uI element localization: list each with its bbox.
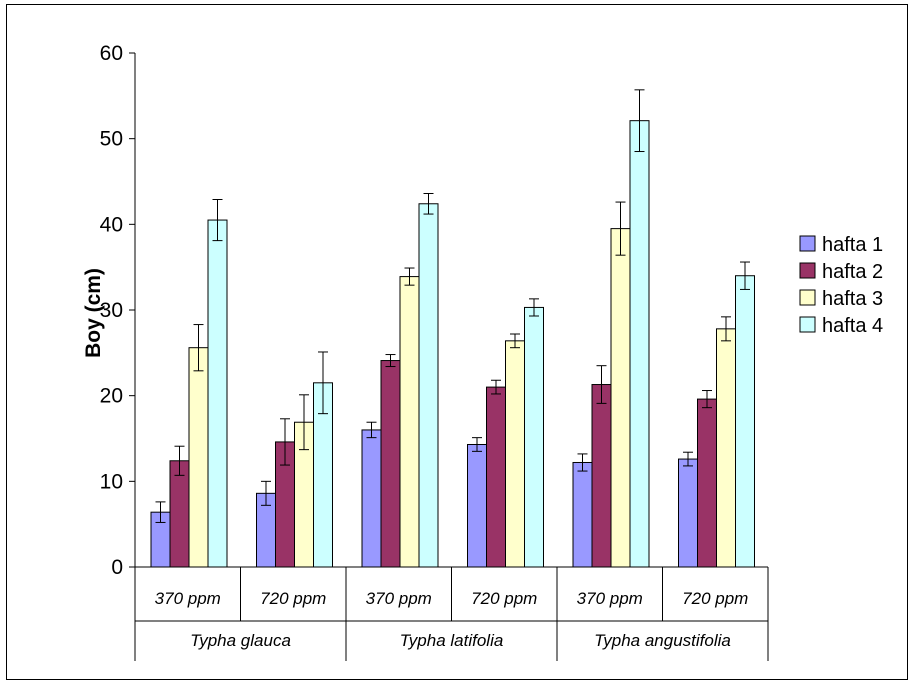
bar-hafta-4 (735, 275, 755, 568)
y-tick-label: 0 (111, 556, 123, 579)
bar-hafta-3 (716, 328, 736, 568)
bar-hafta-1 (361, 429, 382, 568)
y-tick-label: 10 (100, 470, 123, 493)
bar-hafta-2 (169, 460, 190, 568)
bar-hafta-3 (505, 340, 525, 568)
bar-hafta-4 (524, 306, 544, 568)
x-category-label: 720 ppm (471, 589, 537, 608)
bar-hafta-3 (188, 347, 209, 568)
y-tick-label: 20 (100, 385, 123, 408)
bar-hafta-2 (486, 386, 506, 568)
legend-label: hafta 2 (822, 261, 883, 283)
bar-hafta-1 (572, 461, 593, 568)
y-tick-label: 60 (100, 42, 123, 65)
bar-hafta-4 (418, 203, 439, 568)
bar-hafta-1 (467, 443, 487, 568)
x-category-label: 370 ppm (577, 589, 643, 608)
x-group-label: Typha angustifolia (594, 631, 731, 650)
x-group-label: Typha latifolia (400, 631, 504, 650)
legend-swatch (799, 262, 816, 279)
bar-hafta-3 (399, 276, 420, 568)
bar-hafta-1 (678, 458, 698, 568)
x-category-label: 720 ppm (260, 589, 326, 608)
bar-hafta-4 (629, 120, 650, 568)
legend-label: hafta 3 (822, 288, 883, 310)
x-category-label: 370 ppm (366, 589, 432, 608)
x-category-label: 720 ppm (682, 589, 748, 608)
y-axis-label: Boy (cm) (82, 268, 105, 358)
bar-hafta-2 (591, 384, 612, 568)
x-category-label: 370 ppm (155, 589, 221, 608)
legend-label: hafta 1 (822, 234, 883, 256)
bar-hafta-4 (207, 219, 228, 568)
y-tick-label: 50 (100, 128, 123, 151)
bar-hafta-2 (697, 398, 717, 568)
bar-hafta-3 (610, 228, 631, 568)
bar-hafta-2 (380, 360, 401, 568)
legend-swatch (799, 316, 816, 333)
y-tick-label: 30 (100, 299, 123, 322)
legend-swatch (799, 289, 816, 306)
legend-swatch (799, 235, 816, 252)
y-tick-label: 40 (100, 213, 123, 236)
legend-label: hafta 4 (822, 315, 883, 337)
x-group-label: Typha glauca (190, 631, 291, 650)
